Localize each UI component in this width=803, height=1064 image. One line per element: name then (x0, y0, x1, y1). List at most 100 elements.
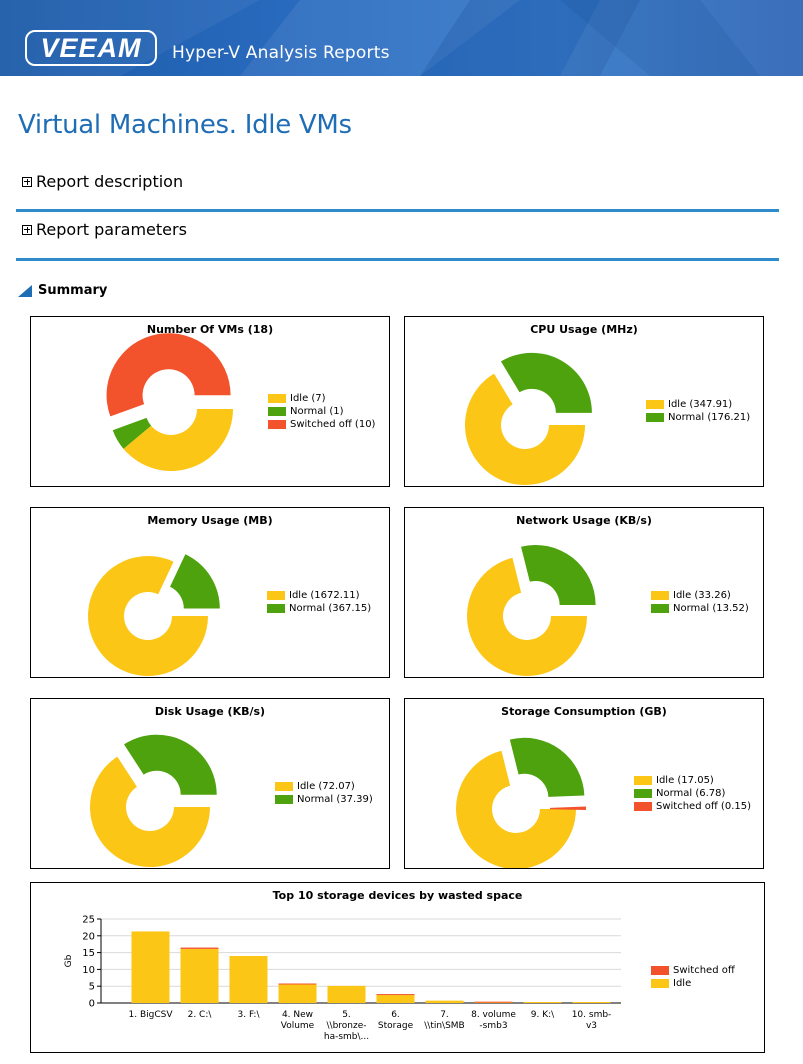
chart-legend: Idle (33.26) Normal (13.52) (651, 589, 749, 615)
legend-item: Normal (176.21) (646, 411, 750, 424)
chart-legend: Idle (1672.11) Normal (367.15) (267, 589, 371, 615)
chart-title: Number Of VMs (18) (146, 323, 274, 336)
donut-slice-switched-off (106, 333, 231, 417)
y-tick-label: 20 (82, 931, 95, 942)
top-storage-devices-chart-panel: Top 10 storage devices by wasted space 0… (30, 882, 765, 1053)
chart-title: CPU Usage (MHz) (530, 323, 638, 336)
legend-swatch (267, 591, 285, 600)
legend-item: Idle (1672.11) (267, 589, 371, 602)
legend-item: Normal (367.15) (267, 602, 371, 615)
legend-swatch (634, 776, 652, 785)
x-tick-label: 9. K:\ (531, 1010, 555, 1020)
disk-usage-donut (90, 734, 217, 867)
donut-slice-normal (521, 544, 596, 605)
x-tick-label: 3. F:\ (238, 1010, 261, 1020)
legend-label: Idle (673, 978, 692, 989)
chart-title: Storage Consumption (GB) (501, 705, 667, 718)
legend-item: Idle (347.91) (646, 398, 750, 411)
legend-label: Normal (1) (290, 406, 344, 417)
legend-swatch (275, 795, 293, 804)
bar-idle (327, 985, 366, 1003)
donut-slice-normal (170, 554, 220, 609)
legend-item: Idle (7) (268, 392, 375, 405)
donut-slice-switched-off (549, 806, 586, 811)
donut-slice-normal (500, 352, 592, 413)
network-usage-chart-panel: Network Usage (KB/s) Idle (33.26) Normal … (404, 507, 764, 678)
y-tick-label: 10 (82, 965, 95, 976)
chart-legend: Idle (7) Normal (1) Switched off (10) (268, 392, 375, 431)
legend-label: Switched off (673, 965, 735, 976)
x-tick-label: 1. BigCSV (129, 1010, 174, 1020)
y-tick-label: 15 (82, 948, 95, 959)
donut-slice-idle (88, 556, 208, 676)
x-tick-label: 5. \\bronze-ha-smb\... (324, 1010, 369, 1042)
legend-label: Normal (6.78) (656, 788, 726, 799)
donut-slice-normal (124, 734, 217, 795)
legend-item: Idle (651, 977, 735, 990)
chart-title: Network Usage (KB/s) (516, 514, 652, 527)
report-description-toggle[interactable]: Report description (22, 172, 183, 191)
legend-swatch (634, 802, 652, 811)
legend-item: Idle (17.05) (634, 774, 751, 787)
disk-usage-chart-panel: Disk Usage (KB/s) Idle (72.07) Normal (37… (30, 698, 390, 869)
y-tick-label: 5 (89, 982, 95, 993)
chart-legend: Idle (347.91) Normal (176.21) (646, 398, 750, 424)
app-title: Hyper-V Analysis Reports (172, 43, 390, 63)
legend-item: Idle (72.07) (275, 780, 373, 793)
x-tick-label: 4. New Volume (281, 1010, 315, 1031)
bar-idle (572, 1001, 611, 1003)
donut-slice-normal (509, 737, 585, 797)
x-tick-label: 10. smb-v3 (572, 1010, 612, 1031)
bar-idle (229, 955, 268, 1003)
chart-title: Top 10 storage devices by wasted space (272, 889, 523, 902)
legend-swatch (267, 604, 285, 613)
storage-consumption-donut (456, 737, 586, 868)
legend-swatch (651, 604, 669, 613)
x-tick-label: 7. \\tin\SMB (424, 1010, 464, 1031)
legend-swatch (268, 394, 286, 403)
chart-title: Memory Usage (MB) (147, 514, 273, 527)
bar-idle (180, 948, 219, 1003)
legend-label: Idle (33.26) (673, 590, 731, 601)
legend-swatch (268, 407, 286, 416)
chart-title: Disk Usage (KB/s) (154, 705, 266, 718)
legend-item: Idle (33.26) (651, 589, 749, 602)
vm-count-donut (106, 333, 233, 471)
legend-label: Idle (7) (290, 393, 326, 404)
summary-label: Summary (38, 283, 108, 298)
header-banner: VEEAM Hyper-V Analysis Reports (0, 0, 803, 76)
section-divider (16, 209, 779, 212)
legend-swatch (275, 782, 293, 791)
legend-label: Normal (13.52) (673, 603, 749, 614)
chart-legend: Switched off Idle (651, 964, 735, 990)
y-tick-label: 25 (82, 915, 95, 926)
wasted-space-bar-chart: 0 5 10 15 20 25 Gb 1. BigCSV 2. C:\ 3. F:\ 4. New V… (64, 915, 621, 1042)
collapse-triangle-icon (18, 284, 32, 297)
legend-label: Switched off (0.15) (656, 801, 751, 812)
report-description-label: Report description (36, 172, 184, 191)
y-tick-label: 0 (89, 999, 95, 1010)
report-parameters-toggle[interactable]: Report parameters (22, 220, 187, 239)
legend-item: Normal (37.39) (275, 793, 373, 806)
legend-label: Switched off (10) (290, 419, 376, 430)
legend-item: Switched off (10) (268, 418, 375, 431)
legend-label: Normal (367.15) (289, 603, 372, 614)
vm-count-chart-panel: Number Of VMs (18) Idle (7) Normal (1) Swi… (30, 316, 390, 487)
network-usage-donut (467, 544, 596, 676)
legend-swatch (634, 789, 652, 798)
x-tick-label: 6. Storage (378, 1010, 414, 1031)
x-tick-label: 2. C:\ (188, 1010, 213, 1020)
summary-toggle[interactable]: Summary (18, 283, 107, 298)
memory-usage-donut (88, 554, 220, 676)
veeam-logo: VEEAM (25, 30, 157, 66)
y-axis-label: Gb (64, 954, 74, 967)
storage-consumption-chart-panel: Storage Consumption (GB) Idle (17.05) Nor… (404, 698, 764, 869)
bar-switched-off (278, 983, 317, 985)
legend-label: Idle (347.91) (668, 399, 733, 410)
donut-slice-idle (467, 557, 587, 676)
memory-usage-chart-panel: Memory Usage (MB) Idle (1672.11) Normal (… (30, 507, 390, 678)
bar-idle (278, 984, 317, 1003)
bar-idle (376, 994, 415, 1003)
bar-switched-off (180, 947, 219, 949)
bar-idle (425, 1000, 464, 1003)
